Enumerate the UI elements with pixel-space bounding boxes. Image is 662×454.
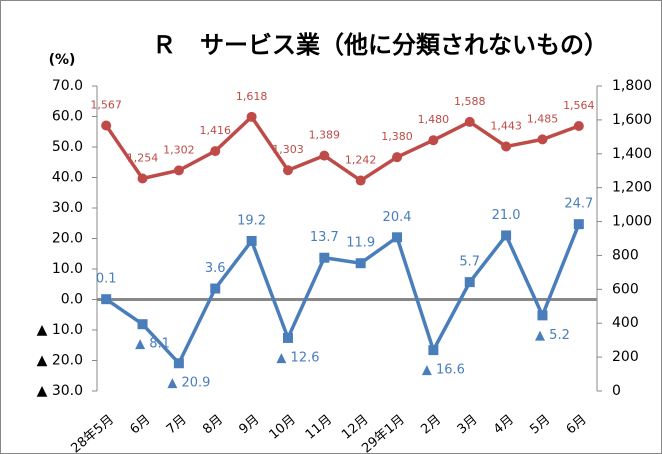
- y2-tick-label: 0: [612, 383, 621, 399]
- point: [137, 319, 148, 330]
- data-label: 1,564: [563, 99, 595, 112]
- y-tick-label: 30.0: [52, 200, 83, 216]
- point: [355, 175, 366, 186]
- data-label: 20.4: [383, 210, 412, 225]
- data-label: 1,567: [90, 98, 122, 111]
- data-label: ▲ 16.6: [422, 363, 465, 378]
- data-label: 0.1: [96, 272, 117, 287]
- point: [464, 277, 475, 288]
- point: [501, 230, 512, 241]
- data-label: 1,443: [490, 119, 522, 132]
- data-label: 1,303: [272, 143, 304, 156]
- y-tick-label: 40.0: [52, 170, 83, 186]
- y2-tick-label: 1,200: [612, 180, 652, 196]
- y2-tick-label: 1,800: [612, 78, 652, 94]
- data-label: 13.7: [310, 230, 339, 245]
- y-tick-label: 20.0: [52, 231, 83, 247]
- point: [282, 165, 293, 176]
- data-label: 1,380: [381, 130, 413, 143]
- y2-tick-label: 1,000: [612, 214, 652, 230]
- point: [210, 283, 221, 294]
- y-tick-label: 50.0: [52, 139, 83, 155]
- point: [537, 134, 548, 145]
- series-line: [104, 114, 580, 183]
- y-tick-label: ▲ 20.0: [37, 353, 83, 369]
- point: [392, 152, 403, 163]
- series-line: [105, 223, 581, 367]
- point: [537, 310, 548, 321]
- y-tick-label: 60.0: [52, 109, 83, 125]
- point: [392, 232, 403, 243]
- data-label: 3.6: [205, 261, 226, 276]
- y-tick-label: ▲ 30.0: [37, 383, 83, 399]
- y2-tick-label: 600: [612, 281, 639, 297]
- data-label: 24.7: [564, 197, 593, 212]
- y2-tick-label: 1,600: [612, 112, 652, 128]
- data-label: ▲ 5.2: [535, 328, 570, 343]
- point: [355, 258, 366, 269]
- point: [319, 252, 330, 263]
- point: [319, 150, 330, 161]
- chart-title: Ｒ サービス業（他に分類されないもの）: [152, 31, 608, 59]
- point: [210, 146, 221, 157]
- y-tick-label: 0.0: [61, 292, 83, 308]
- data-label: 11.9: [346, 236, 375, 251]
- point: [464, 116, 475, 127]
- data-label: 1,389: [309, 129, 341, 142]
- data-label: 1,480: [418, 113, 450, 126]
- y-tick-label: 70.0: [52, 78, 83, 94]
- data-label: ▲ 12.6: [276, 350, 319, 365]
- point: [282, 332, 293, 343]
- data-label: ▲ 20.9: [167, 376, 210, 391]
- point: [101, 120, 112, 131]
- y2-tick-label: 800: [612, 247, 639, 263]
- point: [173, 358, 184, 369]
- point: [246, 235, 257, 246]
- data-label: 1,618: [236, 90, 268, 103]
- y-tick-label: ▲ 10.0: [37, 322, 83, 338]
- point: [573, 120, 584, 131]
- point: [173, 165, 184, 176]
- point: [573, 219, 584, 230]
- point: [501, 141, 512, 152]
- y-tick-label: 10.0: [52, 261, 83, 277]
- data-label: 21.0: [492, 208, 521, 223]
- point: [428, 135, 439, 146]
- data-label: 1,242: [345, 154, 377, 167]
- point: [428, 345, 439, 356]
- point: [246, 111, 257, 122]
- y2-tick-label: 200: [612, 349, 639, 365]
- data-label: 1,588: [454, 95, 486, 108]
- point: [101, 294, 112, 305]
- data-label: 1,254: [127, 152, 159, 165]
- y2-tick-label: 400: [612, 315, 639, 331]
- point: [137, 173, 148, 184]
- data-label: 19.2: [237, 213, 266, 228]
- data-label: ▲ 8.1: [135, 337, 170, 352]
- data-label: 1,302: [163, 143, 195, 156]
- data-label: 5.7: [459, 255, 480, 270]
- y-axis-label: (%): [49, 52, 76, 68]
- data-label: 1,416: [200, 124, 232, 137]
- data-label: 1,485: [527, 112, 559, 125]
- y2-tick-label: 1,400: [612, 146, 652, 162]
